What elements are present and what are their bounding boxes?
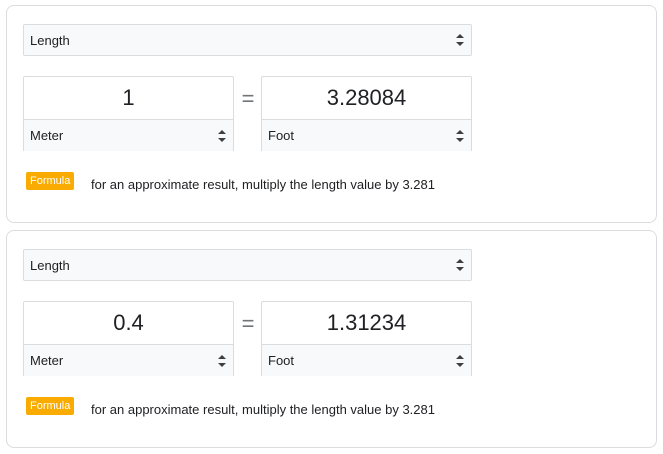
input-unit-box: Meter bbox=[23, 301, 234, 376]
up-down-arrows-icon bbox=[456, 129, 464, 142]
output-unit-label: Foot bbox=[268, 353, 295, 368]
output-unit-label: Foot bbox=[268, 128, 295, 143]
unit-type-label: Length bbox=[30, 33, 70, 48]
output-value-field[interactable] bbox=[262, 77, 471, 119]
input-unit-select[interactable]: Meter bbox=[23, 119, 234, 151]
up-down-arrows-icon bbox=[456, 354, 464, 367]
formula-badge: Formula bbox=[26, 172, 75, 190]
input-unit-label: Meter bbox=[30, 128, 64, 143]
up-down-arrows-icon bbox=[218, 354, 226, 367]
input-value-field[interactable] bbox=[24, 77, 233, 119]
input-value-field[interactable] bbox=[24, 302, 233, 344]
input-unit-select[interactable]: Meter bbox=[23, 344, 234, 376]
output-value-field[interactable] bbox=[262, 302, 471, 344]
formula-text: for an approximate result, multiply the … bbox=[91, 177, 435, 192]
unit-type-select[interactable]: Length bbox=[23, 24, 472, 56]
up-down-arrows-icon bbox=[218, 129, 226, 142]
output-unit-box: Foot bbox=[261, 301, 472, 376]
formula-badge: Formula bbox=[26, 397, 75, 415]
input-unit-label: Meter bbox=[30, 353, 64, 368]
formula-text: for an approximate result, multiply the … bbox=[91, 402, 435, 417]
output-unit-box: Foot bbox=[261, 76, 472, 151]
unit-type-select[interactable]: Length bbox=[23, 249, 472, 281]
unit-converter-card: Length Meter = Foot Formula for an appro… bbox=[6, 5, 657, 223]
input-unit-box: Meter bbox=[23, 76, 234, 151]
unit-converter-card: Length Meter = Foot Formula for an appro… bbox=[6, 230, 657, 448]
output-unit-select[interactable]: Foot bbox=[261, 119, 472, 151]
up-down-arrows-icon bbox=[456, 34, 464, 46]
equals-sign: = bbox=[241, 86, 255, 111]
equals-sign: = bbox=[241, 311, 255, 336]
unit-type-label: Length bbox=[30, 258, 70, 273]
output-unit-select[interactable]: Foot bbox=[261, 344, 472, 376]
up-down-arrows-icon bbox=[456, 259, 464, 271]
